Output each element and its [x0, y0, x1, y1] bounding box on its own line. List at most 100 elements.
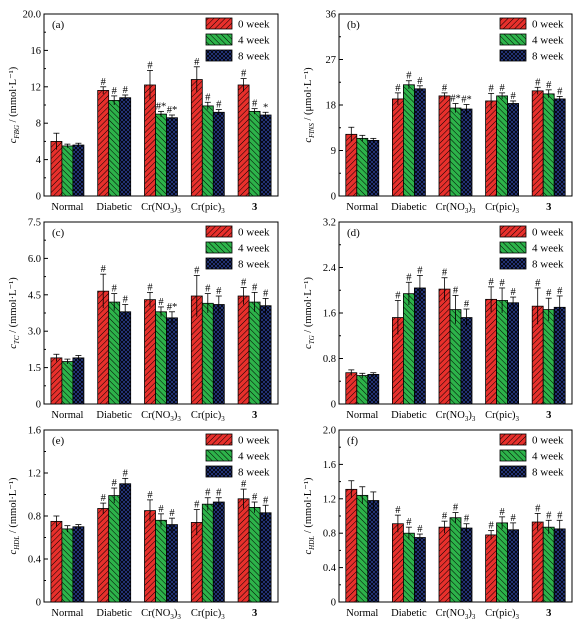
y-tick-label: 2.0 [323, 426, 336, 437]
significance-mark: # [252, 282, 258, 293]
bar [356, 494, 369, 603]
legend-label: 0 week [238, 227, 270, 239]
bar [345, 133, 358, 197]
bar [144, 510, 156, 603]
y-tick-label: 0 [331, 400, 336, 411]
significance-mark: # [263, 495, 269, 506]
x-tick-label: Diabetic [96, 410, 132, 421]
y-tick-label: 0 [36, 400, 41, 411]
bar [345, 488, 358, 603]
x-tick-label: Diabetic [96, 202, 132, 213]
significance-mark: # [499, 507, 505, 518]
bar [391, 523, 404, 603]
significance-mark: # [417, 524, 423, 535]
legend-label: 0 week [238, 19, 270, 31]
significance-mark: # [112, 284, 118, 295]
panel-label: (d) [347, 227, 360, 239]
y-tick-label: 27 [326, 55, 337, 66]
legend-swatch [499, 433, 527, 446]
significance-mark: # [557, 286, 563, 297]
x-tick-label: 3 [546, 608, 551, 619]
x-tick-label: Normal [51, 608, 83, 619]
bar [460, 527, 473, 603]
bar [166, 524, 178, 603]
significance-mark: * [263, 102, 268, 113]
significance-mark: # [442, 83, 448, 94]
legend-swatch [499, 241, 527, 254]
y-tick-label: 3.0 [28, 327, 41, 338]
bar [166, 117, 178, 197]
bar [144, 84, 156, 197]
y-tick-label: 7.5 [28, 218, 41, 229]
bar [460, 317, 473, 405]
significance-mark: # [453, 285, 459, 296]
bar [108, 301, 121, 405]
x-tick-label: Cr(pic)3 [485, 202, 519, 215]
legend-label: 0 week [532, 19, 564, 31]
significance-mark: # [101, 493, 107, 504]
bar [496, 95, 509, 197]
bar [391, 98, 404, 197]
legend-swatch [499, 465, 527, 478]
bar [413, 88, 426, 197]
legend-label: 8 week [532, 51, 564, 63]
x-tick-label: Normal [346, 202, 378, 213]
y-tick-label: 18 [326, 101, 337, 112]
legend-swatch [205, 465, 233, 478]
significance-mark: # [147, 60, 153, 71]
chart-panel: 0 9 18 27 36 cFINS / (μmol·L⁻¹) (b) Normal Diabe… [303, 10, 573, 215]
x-tick-label: Cr(NO3)3 [436, 202, 476, 215]
bar [507, 529, 520, 603]
significance-mark: # [147, 282, 153, 293]
y-tick-label: 4 [36, 155, 42, 166]
significance-mark: # [158, 504, 164, 515]
bar [119, 311, 132, 405]
bar [190, 79, 203, 197]
bar [72, 526, 85, 603]
bar [119, 97, 132, 197]
significance-mark: # [488, 277, 494, 288]
significance-mark: # [101, 77, 107, 88]
significance-mark: # [395, 290, 401, 301]
bar [402, 532, 415, 603]
significance-mark: # [123, 295, 129, 306]
bar [460, 108, 473, 197]
bar [61, 145, 74, 197]
x-tick-label: Cr(NO3)3 [436, 410, 476, 423]
bar [248, 506, 261, 603]
significance-mark: # [112, 86, 118, 97]
bar [155, 519, 167, 603]
bar [496, 522, 509, 603]
x-tick-label: Cr(NO3)3 [141, 202, 181, 215]
significance-mark: # [488, 521, 494, 532]
y-tick-label: 16 [31, 46, 42, 57]
significance-mark: # [510, 287, 516, 298]
y-axis-label: cHDL / (mmol·L⁻¹) [303, 477, 316, 554]
y-tick-label: 0 [331, 192, 336, 203]
bar [166, 317, 178, 405]
x-tick-label: 3 [252, 202, 257, 213]
bar [542, 526, 555, 603]
legend-swatch [205, 33, 233, 46]
legend-label: 4 week [238, 35, 270, 47]
x-tick-label: Normal [51, 410, 83, 421]
bar [367, 139, 380, 197]
significance-mark: #* [461, 94, 472, 105]
legend-label: 4 week [532, 243, 564, 255]
significance-mark: # [406, 517, 412, 528]
y-tick-label: 0.8 [323, 354, 336, 365]
significance-mark: # [464, 514, 470, 525]
bar [248, 110, 261, 197]
x-tick-label: Cr(NO3)3 [141, 410, 181, 423]
bar [259, 305, 272, 405]
bar [367, 500, 380, 603]
bar [237, 84, 250, 197]
significance-mark: # [252, 492, 258, 503]
x-tick-label: Normal [346, 410, 378, 421]
bar [496, 300, 509, 405]
bar [531, 90, 544, 197]
y-axis-label: cHDL / (mmol·L⁻¹) [8, 477, 21, 554]
significance-mark: # [464, 299, 470, 310]
legend-label: 4 week [238, 451, 270, 463]
x-tick-label: Diabetic [391, 410, 427, 421]
